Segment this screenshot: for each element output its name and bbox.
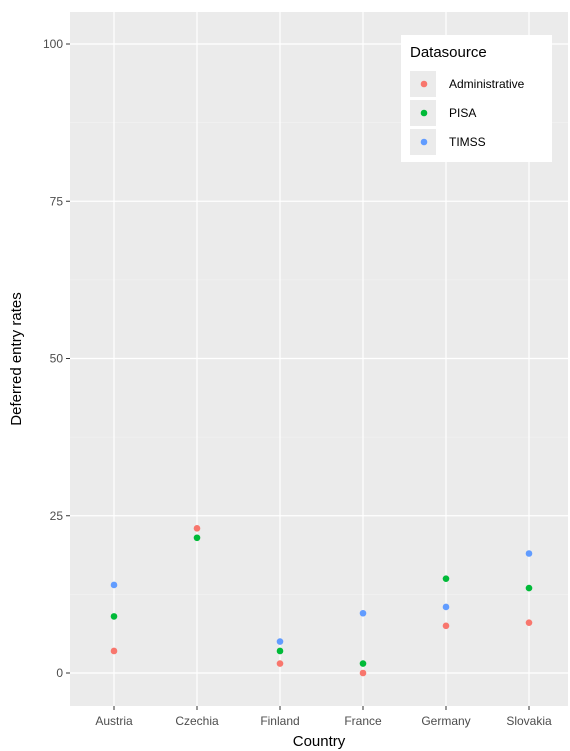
legend: Datasource Administrative PISA TIMSS [401, 35, 552, 162]
x-tick-label: Slovakia [506, 714, 552, 728]
y-tick-label: 75 [50, 194, 64, 208]
y-axis: 0 25 50 75 100 [43, 37, 70, 680]
legend-marker-timss [420, 138, 428, 146]
legend-label: TIMSS [449, 135, 486, 149]
data-point-timss [276, 638, 284, 645]
data-point-timss [525, 550, 533, 557]
data-point-administrative [442, 622, 450, 630]
data-point-pisa [525, 584, 533, 592]
x-axis: Austria Czechia Finland France Germany Slovak… [95, 706, 552, 728]
x-tick-label: France [344, 714, 382, 728]
x-tick-label: Finland [260, 714, 299, 728]
data-point-administrative [193, 525, 201, 532]
data-point-administrative [525, 619, 533, 626]
data-point-pisa [110, 613, 118, 620]
data-point-administrative [359, 669, 367, 677]
y-tick-label: 25 [50, 509, 64, 523]
data-point-timss [359, 609, 367, 617]
data-point-timss [110, 581, 118, 589]
data-point-pisa [193, 534, 201, 542]
legend-marker-pisa [420, 109, 428, 117]
y-tick-label: 0 [56, 666, 63, 680]
legend-label: Administrative [449, 77, 525, 91]
legend-label: PISA [449, 106, 476, 120]
legend-marker-administrative [420, 80, 428, 88]
grid-minor [70, 122, 568, 595]
x-tick-label: Austria [95, 714, 133, 728]
data-point-administrative [276, 660, 284, 667]
y-tick-label: 50 [50, 352, 64, 366]
legend-title: Datasource [410, 44, 487, 61]
x-tick-label: Germany [421, 714, 470, 728]
x-tick-label: Czechia [175, 714, 219, 728]
y-tick-label: 100 [43, 37, 63, 51]
y-axis-title: Deferred entry rates [8, 292, 25, 425]
data-point-timss [442, 603, 450, 611]
data-points [110, 525, 533, 677]
data-point-pisa [359, 660, 367, 667]
data-point-pisa [442, 575, 450, 582]
data-point-administrative [110, 647, 118, 655]
data-point-pisa [276, 647, 284, 655]
grid-major [70, 12, 568, 706]
x-axis-title: Country [293, 733, 346, 750]
legend-items: Administrative PISA TIMSS [410, 71, 525, 155]
